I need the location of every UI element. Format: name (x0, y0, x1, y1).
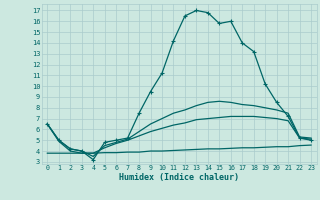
X-axis label: Humidex (Indice chaleur): Humidex (Indice chaleur) (119, 173, 239, 182)
